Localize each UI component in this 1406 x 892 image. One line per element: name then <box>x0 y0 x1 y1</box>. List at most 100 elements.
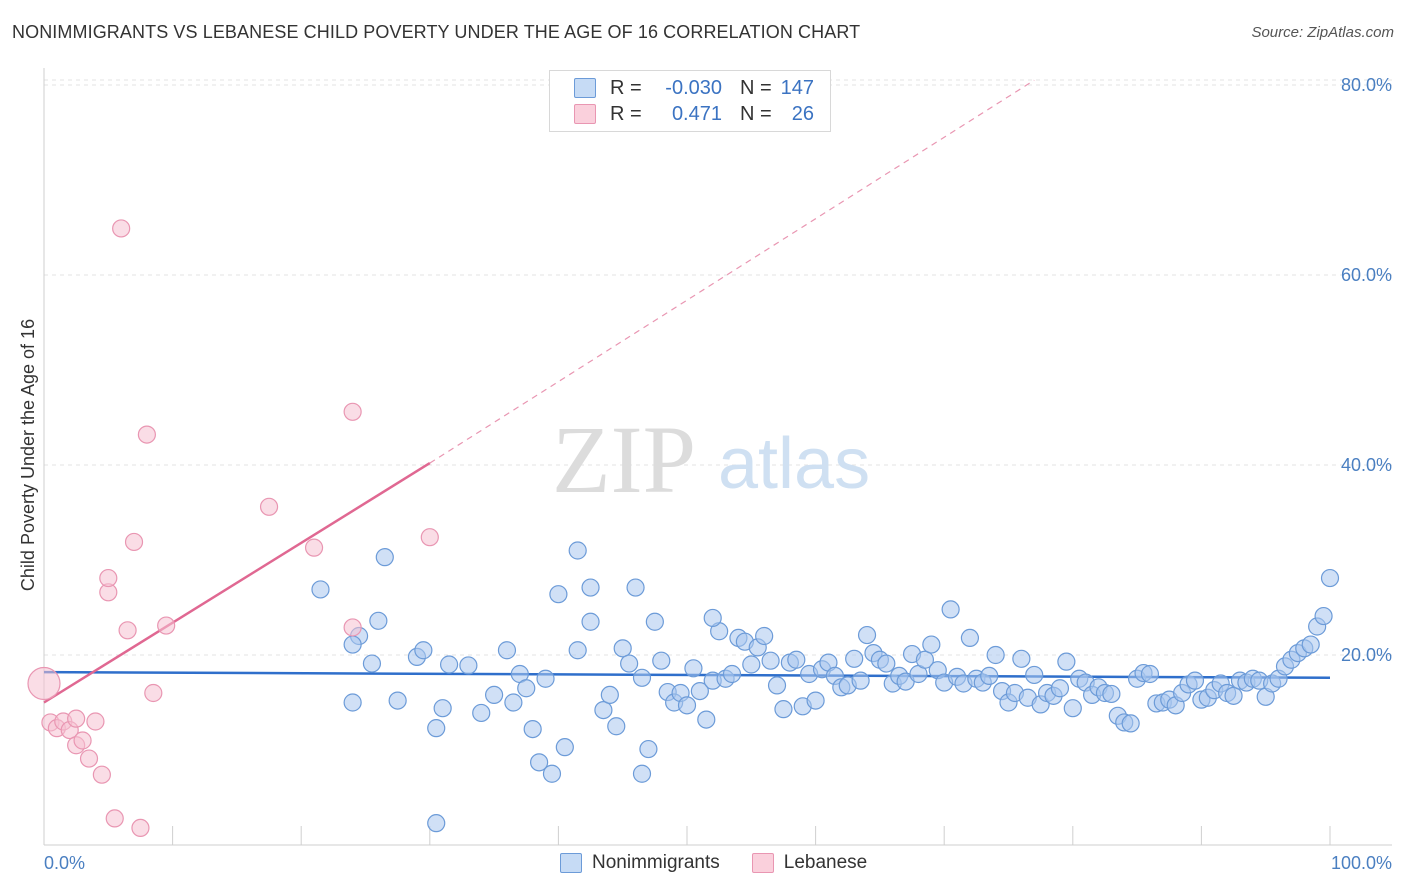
legend-row-nonimmigrants: R = -0.030 N = 147 <box>574 76 814 100</box>
point-nonimmigrants <box>1224 686 1243 705</box>
point-lebanese <box>73 731 92 750</box>
legend-r-label: R = <box>610 76 642 99</box>
point-nonimmigrants <box>472 703 491 723</box>
point-nonimmigrants <box>1185 671 1205 690</box>
point-nonimmigrants <box>1025 665 1044 685</box>
point-nonimmigrants <box>677 696 697 715</box>
legend-n-value: 26 <box>791 102 814 125</box>
point-nonimmigrants <box>1050 679 1070 698</box>
point-lebanese <box>137 425 156 444</box>
legend-row-lebanese: R = 0.471 N = 26 <box>574 102 814 126</box>
point-nonimmigrants <box>632 764 652 783</box>
point-lebanese <box>343 402 362 421</box>
point-nonimmigrants <box>594 700 613 720</box>
point-nonimmigrants <box>433 699 452 718</box>
point-nonimmigrants <box>787 650 806 669</box>
chart-title: NONIMMIGRANTS VS LEBANESE CHILD POVERTY … <box>12 22 861 42</box>
point-nonimmigrants <box>439 655 459 674</box>
point-lebanese <box>118 621 137 640</box>
point-nonimmigrants <box>1012 649 1031 668</box>
point-nonimmigrants <box>343 635 362 654</box>
series-legend: Nonimmigrants Lebanese <box>560 852 899 874</box>
tick-labels: 20.0% 40.0% 60.0% 80.0% 0.0% 100.0% <box>44 75 1392 873</box>
y-tick-label: 20.0% <box>1341 645 1392 665</box>
point-nonimmigrants <box>427 814 446 833</box>
point-lebanese <box>157 616 176 635</box>
point-nonimmigrants <box>1121 714 1140 733</box>
point-nonimmigrants <box>922 635 941 654</box>
point-lebanese <box>112 219 131 238</box>
x-tick-label: 0.0% <box>44 853 85 873</box>
point-nonimmigrants <box>722 664 742 684</box>
point-nonimmigrants <box>1063 699 1082 718</box>
point-nonimmigrants <box>851 671 870 690</box>
point-nonimmigrants <box>857 625 877 645</box>
point-nonimmigrants <box>639 739 658 759</box>
point-nonimmigrants <box>915 650 935 669</box>
point-nonimmigrants <box>542 764 562 783</box>
correlation-legend: R = -0.030 N = 147 R = 0.471 N = 26 <box>549 70 831 132</box>
point-nonimmigrants <box>1057 652 1076 671</box>
point-nonimmigrants <box>703 608 722 628</box>
point-nonimmigrants <box>632 668 652 687</box>
point-lebanese <box>420 528 439 547</box>
point-nonimmigrants <box>607 717 626 736</box>
point-nonimmigrants <box>620 654 639 673</box>
point-nonimmigrants <box>581 578 600 597</box>
point-nonimmigrants <box>1140 664 1160 684</box>
point-nonimmigrants <box>568 541 587 560</box>
point-nonimmigrants <box>311 580 330 599</box>
point-nonimmigrants <box>1301 635 1320 654</box>
point-nonimmigrants <box>761 651 780 670</box>
point-nonimmigrants <box>980 666 999 686</box>
point-lebanese <box>343 618 362 637</box>
point-nonimmigrants <box>941 600 960 619</box>
point-nonimmigrants <box>517 679 536 698</box>
point-nonimmigrants <box>845 649 864 668</box>
point-lebanese <box>131 818 150 838</box>
trend-line-nonimmigrants <box>43 670 1331 680</box>
point-nonimmigrants <box>581 612 600 631</box>
point-nonimmigrants <box>690 681 709 701</box>
legend-swatch-blue <box>560 853 582 873</box>
point-nonimmigrants <box>742 655 761 674</box>
y-tick-label: 60.0% <box>1341 265 1392 285</box>
point-nonimmigrants <box>536 669 555 688</box>
point-nonimmigrants <box>960 628 980 648</box>
point-nonimmigrants <box>568 641 587 660</box>
point-nonimmigrants <box>485 685 504 705</box>
point-nonimmigrants <box>767 676 787 695</box>
point-lebanese <box>105 809 124 828</box>
point-nonimmigrants <box>459 656 478 675</box>
y-tick-label: 40.0% <box>1341 455 1392 475</box>
legend-swatch-blue <box>574 78 596 98</box>
watermark-atlas: atlas <box>718 424 870 504</box>
point-lebanese <box>67 709 86 728</box>
point-nonimmigrants <box>414 641 433 660</box>
point-lebanese <box>99 568 118 588</box>
legend-item-lebanese[interactable]: Lebanese <box>751 852 868 874</box>
watermark: ZIP atlas <box>552 406 870 513</box>
point-lebanese <box>124 532 144 552</box>
point-nonimmigrants <box>806 691 825 710</box>
point-nonimmigrants <box>549 585 568 604</box>
source-label: Source: ZipAtlas.com <box>1251 24 1394 41</box>
point-nonimmigrants <box>600 685 619 705</box>
trend-lines <box>43 79 1331 704</box>
point-nonimmigrants <box>388 691 407 710</box>
point-lebanese <box>92 765 111 784</box>
legend-label-lebanese: Lebanese <box>783 852 868 873</box>
x-tick-label: 100.0% <box>1331 853 1392 873</box>
point-nonimmigrants <box>645 612 664 631</box>
point-nonimmigrants <box>362 654 382 673</box>
point-nonimmigrants <box>427 719 446 738</box>
legend-item-nonimmigrants[interactable]: Nonimmigrants <box>560 852 720 874</box>
point-lebanese <box>259 497 279 516</box>
point-lebanese <box>79 749 99 768</box>
point-nonimmigrants <box>375 548 394 567</box>
point-nonimmigrants <box>613 639 632 658</box>
point-nonimmigrants <box>343 693 362 712</box>
point-nonimmigrants <box>497 641 517 660</box>
legend-r-value: -0.030 <box>665 76 722 99</box>
